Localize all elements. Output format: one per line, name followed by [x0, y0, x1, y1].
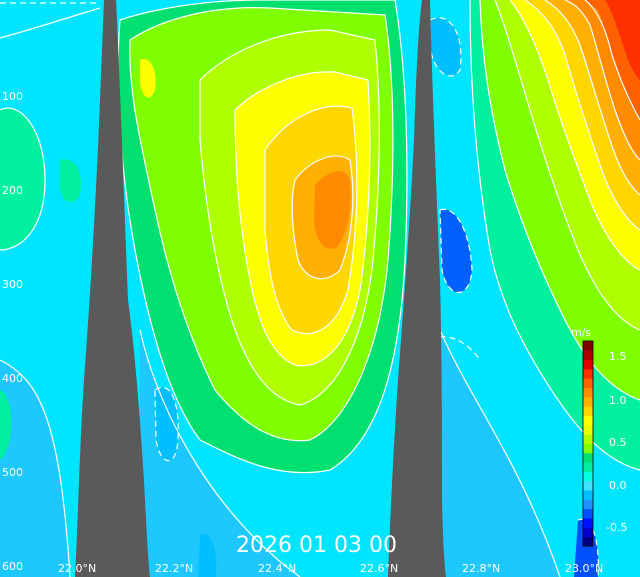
colorbar-swatch: [583, 396, 593, 407]
contour-left-top: [0, 7, 101, 39]
field-jet-tip-yellow: [140, 59, 156, 98]
colorbar-swatch: [583, 341, 593, 351]
field-blue-pocket-1: [155, 387, 179, 461]
colorbar-swatches: [583, 341, 593, 547]
field-lowblue-left: [0, 360, 70, 577]
lat-tick-22-0: 22.0°N: [58, 562, 96, 575]
colorbar-swatch: [583, 406, 593, 417]
colorbar-swatch: [583, 359, 593, 370]
field-green-small: [59, 159, 82, 203]
field-blue-pocket-4: [430, 17, 461, 76]
timestamp-label: 2026 01 03 00: [236, 533, 397, 558]
colorbar-swatch: [583, 350, 593, 361]
colorbar-swatch: [583, 508, 593, 519]
depth-tick-200: 200: [2, 184, 23, 197]
contour-right-low: [439, 329, 561, 577]
colorbar-label-0-5: 0.5: [609, 436, 627, 449]
depth-tick-500: 500: [2, 466, 23, 479]
colorbar-swatch: [583, 536, 593, 547]
contour-jet-3: [199, 29, 380, 406]
depth-tick-600: 600: [2, 560, 23, 573]
colorbar-swatch: [583, 387, 593, 398]
field-lowblue-mid: [140, 330, 300, 577]
contour-mid-low: [139, 329, 301, 577]
depth-tick-100: 100: [2, 90, 23, 103]
colorbar-frame: [582, 340, 594, 547]
lat-tick-22-8: 22.8°N: [462, 562, 500, 575]
contour-right-7: [564, 0, 640, 161]
depth-tick-400: 400: [2, 372, 23, 385]
field-green-left-bottom: [0, 390, 12, 460]
contour-neg-3: [154, 387, 179, 462]
colorbar-swatch: [583, 480, 593, 491]
colorbar-swatch: [583, 490, 593, 500]
colorbar-swatch: [583, 499, 593, 510]
contour-right-3: [494, 0, 640, 331]
latitude-axis: 22.0°N 22.2°N 22.4°N 22.6°N 22.8°N 23.0°…: [58, 562, 603, 575]
terrain-ridge-left: [75, 0, 150, 577]
contour-negative: [0, 2, 599, 577]
lat-tick-22-6: 22.6°N: [360, 562, 398, 575]
lat-tick-22-2: 22.2°N: [155, 562, 193, 575]
lat-tick-23-0: 23.0°N: [565, 562, 603, 575]
contour-jet-2: [129, 7, 394, 442]
colorbar-swatch: [583, 462, 593, 472]
contour-right-5: [524, 0, 640, 231]
depth-axis: 100 200 300 400 500 600: [2, 90, 23, 573]
contour-left-green: [0, 107, 46, 251]
contour-right-6: [544, 0, 640, 196]
field-jet-deeporange: [314, 170, 351, 249]
colorbar-swatch: [583, 378, 593, 389]
field-lowblue-right: [440, 330, 560, 577]
contour-neg-2: [429, 17, 462, 77]
colorbar-label-neg-0-5: -0.5: [606, 521, 627, 534]
colorbar-swatch: [583, 434, 593, 444]
colorbar-swatch: [583, 443, 593, 454]
contour-neg-5: [577, 518, 599, 577]
depth-tick-300: 300: [2, 278, 23, 291]
colorbar-label-0-0: 0.0: [609, 479, 627, 492]
contour-right-4: [509, 0, 640, 271]
contour-jet-outer: [117, 0, 408, 474]
contour-right-8: [584, 0, 640, 121]
colorbar-unit: m/s: [571, 326, 591, 339]
contour-jet-4: [234, 71, 371, 367]
contour-left-low: [0, 359, 71, 577]
colorbar-swatch: [583, 471, 593, 482]
contour-neg-1: [439, 208, 473, 294]
colorbar-label-1-5: 1.5: [609, 350, 627, 363]
contour-jet-5: [264, 105, 358, 335]
colorbar-label-1-0: 1.0: [609, 394, 627, 407]
field-green-left: [0, 108, 45, 250]
colorbar-swatch: [583, 452, 593, 463]
contour-right-1: [469, 0, 640, 471]
colorbar: m/s 1.5 1.0 0.5 0.0 -0.5: [571, 326, 627, 547]
colorbar-swatch: [583, 518, 593, 528]
colorbar-swatch: [583, 368, 593, 379]
terrain-ridge-right: [388, 0, 446, 577]
field-blue-pocket-2: [198, 534, 217, 577]
colorbar-swatch: [583, 527, 593, 538]
lat-tick-22-4: 22.4°N: [258, 562, 296, 575]
field-right-red: [605, 0, 640, 80]
contour-jet-6: [291, 155, 354, 280]
colorbar-swatch: [583, 424, 593, 435]
colorbar-swatch: [583, 415, 593, 426]
